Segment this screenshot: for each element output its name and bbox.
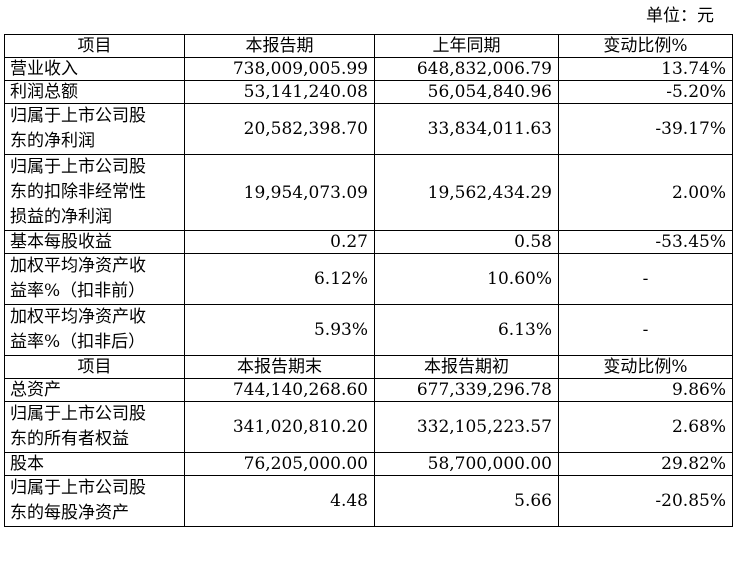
- prior-value: 56,054,840.96: [374, 80, 559, 104]
- item-label-line: 股本: [10, 454, 44, 474]
- prior-value: 6.13%: [374, 304, 559, 356]
- column-header: 项目: [4, 34, 185, 58]
- prior-value: 677,339,296.78: [374, 378, 559, 402]
- table-row: 总资产 744,140,268.60 677,339,296.78 9.86%: [4, 378, 733, 402]
- prior-value: 10.60%: [374, 253, 559, 305]
- item-label-line: 归属于上市公司股: [10, 478, 146, 498]
- item-label-line: 营业收入: [10, 59, 78, 79]
- current-value: 0.27: [184, 230, 375, 254]
- table-row: 归属于上市公司股 东的扣除非经常性 损益的净利润 19,954,073.09 19,56…: [4, 154, 733, 231]
- current-value: 76,205,000.00: [184, 452, 375, 476]
- table-row: 股本 76,205,000.00 58,700,000.00 29.82%: [4, 452, 733, 476]
- change-percent: -5.20%: [558, 80, 733, 104]
- change-percent: -53.45%: [558, 230, 733, 254]
- current-value: 744,140,268.60: [184, 378, 375, 402]
- item-label-line: 东的每股净资产: [10, 503, 129, 523]
- change-percent: -39.17%: [558, 103, 733, 155]
- item-label-line: 加权平均净资产收: [10, 256, 146, 276]
- table-row: 归属于上市公司股 东的净利润 20,582,398.70 33,834,011.63-…: [4, 103, 733, 155]
- table-row: 归属于上市公司股 东的所有者权益 341,020,810.20 332,105,223…: [4, 401, 733, 453]
- row-item-label: 营业收入: [4, 57, 185, 81]
- table-row: 加权平均净资产收 益率%（扣非后） 5.93% 6.13% -: [4, 304, 733, 356]
- change-percent: -: [558, 304, 733, 356]
- prior-value: 5.66: [374, 475, 559, 527]
- item-label-line: 东的所有者权益: [10, 429, 129, 449]
- item-label-line: 东的净利润: [10, 131, 95, 151]
- row-item-label: 基本每股收益: [4, 230, 185, 254]
- current-value: 738,009,005.99: [184, 57, 375, 81]
- change-percent: -: [558, 253, 733, 305]
- prior-value: 0.58: [374, 230, 559, 254]
- column-header: 变动比例%: [558, 34, 733, 58]
- row-item-label: 归属于上市公司股 东的扣除非经常性 损益的净利润: [4, 154, 185, 231]
- change-percent: -20.85%: [558, 475, 733, 527]
- item-label-line: 归属于上市公司股: [10, 404, 146, 424]
- item-label-line: 东的扣除非经常性: [10, 182, 146, 202]
- current-value: 4.48: [184, 475, 375, 527]
- item-label-line: 基本每股收益: [10, 232, 112, 252]
- column-header: 上年同期: [374, 34, 559, 58]
- current-value: 53,141,240.08: [184, 80, 375, 104]
- table-row: 归属于上市公司股 东的每股净资产 4.48 5.66 -20.85%: [4, 475, 733, 527]
- prior-value: 332,105,223.57: [374, 401, 559, 453]
- table-row: 利润总额 53,141,240.08 56,054,840.96 -5.20%: [4, 80, 733, 104]
- unit-label: 单位：元: [646, 6, 714, 26]
- row-item-label: 加权平均净资产收 益率%（扣非后）: [4, 304, 185, 356]
- column-header: 本报告期初: [374, 355, 559, 379]
- change-percent: 2.68%: [558, 401, 733, 453]
- current-value: 341,020,810.20: [184, 401, 375, 453]
- section2-header-row: 项目 本报告期末 本报告期初 变动比例%: [4, 355, 733, 379]
- row-item-label: 股本: [4, 452, 185, 476]
- financial-summary-table: 项目 本报告期 上年同期 变动比例% 营业收入 738,009,005.99 648,832…: [4, 34, 733, 527]
- item-label-line: 益率%（扣非后）: [10, 332, 146, 352]
- item-label-line: 加权平均净资产收: [10, 307, 146, 327]
- column-header: 变动比例%: [558, 355, 733, 379]
- item-label-line: 归属于上市公司股: [10, 106, 146, 126]
- table-row: 基本每股收益 0.27 0.58 -53.45%: [4, 230, 733, 254]
- row-item-label: 归属于上市公司股 东的所有者权益: [4, 401, 185, 453]
- current-value: 19,954,073.09: [184, 154, 375, 231]
- change-percent: 2.00%: [558, 154, 733, 231]
- prior-value: 58,700,000.00: [374, 452, 559, 476]
- item-label-line: 归属于上市公司股: [10, 157, 146, 177]
- column-header: 本报告期: [184, 34, 375, 58]
- prior-value: 33,834,011.63: [374, 103, 559, 155]
- table-row: 营业收入 738,009,005.99 648,832,006.79 13.74%: [4, 57, 733, 81]
- table-row: 加权平均净资产收 益率%（扣非前） 6.12% 10.60% -: [4, 253, 733, 305]
- prior-value: 19,562,434.29: [374, 154, 559, 231]
- current-value: 20,582,398.70: [184, 103, 375, 155]
- row-item-label: 总资产: [4, 378, 185, 402]
- prior-value: 648,832,006.79: [374, 57, 559, 81]
- column-header: 本报告期末: [184, 355, 375, 379]
- row-item-label: 利润总额: [4, 80, 185, 104]
- change-percent: 29.82%: [558, 452, 733, 476]
- current-value: 5.93%: [184, 304, 375, 356]
- item-label-line: 总资产: [10, 380, 61, 400]
- change-percent: 13.74%: [558, 57, 733, 81]
- row-item-label: 归属于上市公司股 东的每股净资产: [4, 475, 185, 527]
- current-value: 6.12%: [184, 253, 375, 305]
- row-item-label: 归属于上市公司股 东的净利润: [4, 103, 185, 155]
- change-percent: 9.86%: [558, 378, 733, 402]
- section1-header-row: 项目 本报告期 上年同期 变动比例%: [4, 34, 733, 58]
- item-label-line: 益率%（扣非前）: [10, 281, 146, 301]
- item-label-line: 损益的净利润: [10, 207, 112, 227]
- item-label-line: 利润总额: [10, 82, 78, 102]
- table-body: 项目 本报告期 上年同期 变动比例% 营业收入 738,009,005.99 648,832…: [4, 34, 733, 527]
- row-item-label: 加权平均净资产收 益率%（扣非前）: [4, 253, 185, 305]
- column-header: 项目: [4, 355, 185, 379]
